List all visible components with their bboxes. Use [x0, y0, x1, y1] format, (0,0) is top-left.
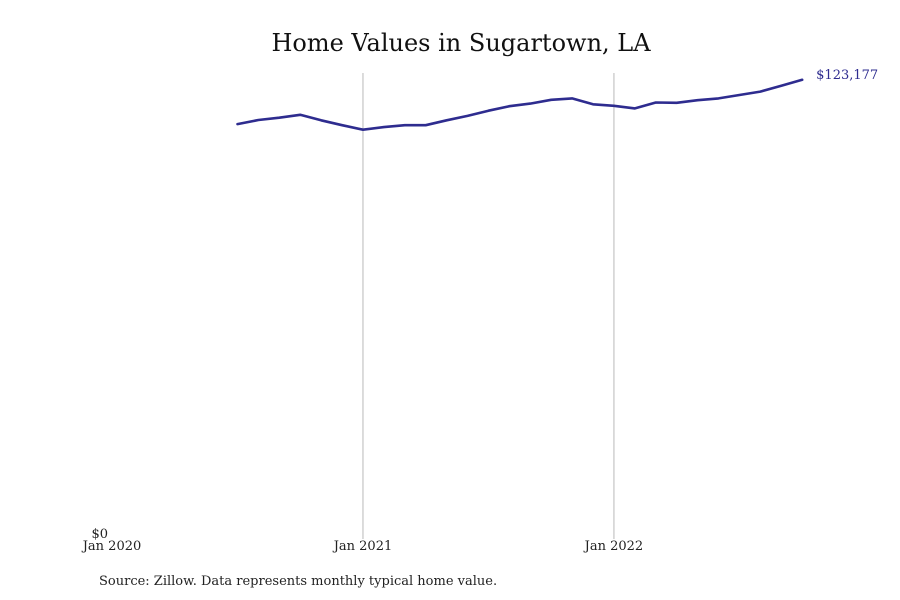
source-note: Source: Zillow. Data represents monthly … [99, 574, 497, 589]
y-tick-label: $0 [91, 527, 108, 542]
gridlines [362, 73, 615, 539]
tick-labels: Jan 2020 Jan 2021 Jan 2022 $0 [81, 527, 644, 554]
x-tick-label: Jan 2022 [583, 539, 644, 554]
chart-title: Home Values in Sugartown, LA [271, 29, 651, 57]
x-tick-label: Jan 2020 [81, 539, 142, 554]
x-tick-label: Jan 2021 [332, 539, 393, 554]
end-value-label: $123,177 [816, 68, 878, 83]
series-layer: $123,177 [236, 68, 878, 131]
series-line [236, 78, 804, 131]
